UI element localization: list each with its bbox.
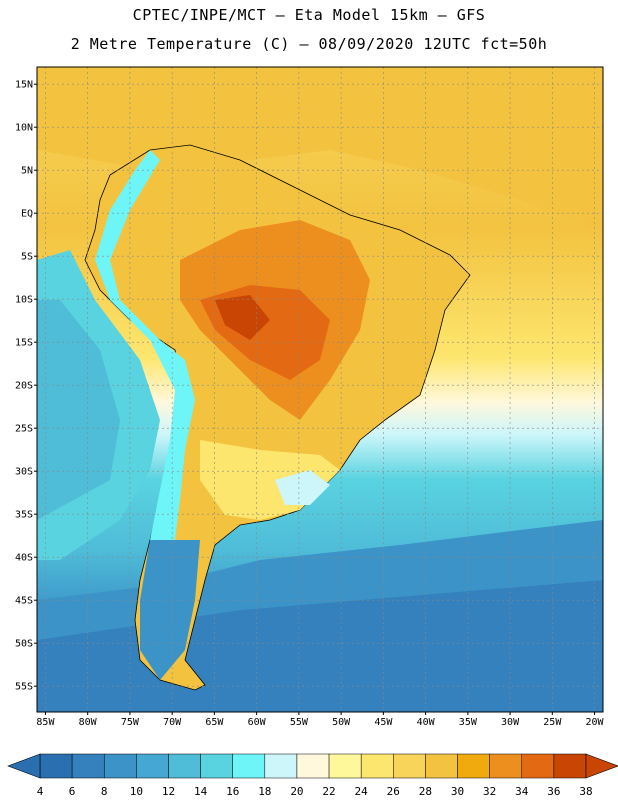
legend-label: 8: [101, 785, 108, 798]
legend-swatch: [39, 753, 73, 779]
legend-swatch: [296, 753, 330, 779]
longitude-label: 30W: [501, 717, 520, 728]
legend-swatch: [457, 753, 490, 779]
legend-swatch: [200, 753, 233, 779]
legend-label: 4: [37, 785, 44, 798]
legend-label: 22: [322, 785, 335, 798]
latitude-label: 5N: [21, 166, 33, 177]
longitude-label: 40W: [417, 717, 436, 728]
hottest-core-west: [215, 295, 270, 340]
uruguay-cool: [275, 470, 330, 505]
legend-swatch: [489, 753, 523, 779]
legend-swatch: [393, 753, 426, 779]
legend-label: 6: [69, 785, 76, 798]
latitude-label: 15N: [15, 80, 33, 91]
legend-label: 32: [483, 785, 496, 798]
legend-label: 28: [419, 785, 432, 798]
legend-label: 14: [194, 785, 208, 798]
latitude-label: 10N: [15, 123, 33, 134]
legend-swatch: [425, 753, 458, 779]
longitude-label: 50W: [332, 717, 351, 728]
longitude-label: 70W: [163, 717, 182, 728]
latitude-label: 55S: [15, 682, 33, 693]
longitude-label: 65W: [205, 717, 224, 728]
latitude-label: 15S: [15, 338, 33, 349]
color-legend: 4 6 8 10 12 14 16 18 20 22 24 26 28 30 32 34 36 38: [7, 753, 618, 798]
latitude-labels: 15N 10N 5N EQ 5S 10S 15S 20S 25S 30S 35S 40S 45S 50S 5…: [15, 80, 37, 693]
title-line-1: CPTEC/INPE/MCT – Eta Model 15km – GFS: [132, 6, 486, 24]
map-frame: [36, 66, 604, 713]
legend-label: 18: [258, 785, 271, 798]
latitude-label: 40S: [15, 553, 33, 564]
legend-swatch: [521, 753, 555, 779]
legend-label: 26: [387, 785, 400, 798]
pacific-cooler-band: [37, 300, 120, 520]
north-atlantic-warm: [37, 67, 603, 230]
legend-swatch: [553, 753, 587, 779]
latitude-label: 50S: [15, 639, 33, 650]
latitude-label: 35S: [15, 510, 33, 521]
legend-swatch: [103, 753, 137, 779]
longitude-label: 25W: [543, 717, 562, 728]
title-line-2: 2 Metre Temperature (C) – 08/09/2020 12U…: [70, 35, 548, 53]
legend-swatch: [328, 753, 362, 779]
longitude-label: 60W: [248, 717, 267, 728]
latitude-label: 5S: [21, 252, 33, 263]
longitude-label: 80W: [79, 717, 98, 728]
legend-low-arrow: [7, 753, 41, 779]
legend-swatch: [71, 753, 105, 779]
legend-label: 16: [226, 785, 239, 798]
legend-swatch: [136, 753, 169, 779]
temperature-map: 15N 10N 5N EQ 5S 10S 15S 20S 25S 30S 35S 40S 45S 50S 5…: [15, 66, 605, 728]
longitude-label: 55W: [290, 717, 309, 728]
legend-label: 20: [290, 785, 303, 798]
latitude-label: 10S: [15, 295, 33, 306]
legend-high-arrow: [585, 753, 618, 779]
latitude-label: 25S: [15, 424, 33, 435]
longitude-label: 35W: [459, 717, 478, 728]
legend-swatch: [168, 753, 201, 779]
legend-label: 12: [162, 785, 175, 798]
legend-swatch: [264, 753, 298, 779]
longitude-label: 85W: [36, 717, 55, 728]
legend-swatch: [232, 753, 266, 779]
legend-label: 24: [355, 785, 369, 798]
graticule: [37, 67, 603, 712]
legend-label: 38: [579, 785, 592, 798]
patagonia-cool: [140, 540, 200, 680]
latitude-label: 20S: [15, 381, 33, 392]
legend-swatch: [360, 753, 394, 779]
legend-label: 30: [451, 785, 464, 798]
latitude-label: EQ: [21, 209, 33, 220]
legend-label: 10: [130, 785, 143, 798]
longitude-labels: 85W 80W 75W 70W 65W 60W 55W 50W 45W 40W 35W 30W 25W 2…: [36, 712, 605, 728]
longitude-label: 45W: [374, 717, 393, 728]
legend-label: 36: [547, 785, 560, 798]
longitude-label: 20W: [586, 717, 605, 728]
andes-cold-strip: [95, 150, 195, 580]
legend-label: 34: [515, 785, 529, 798]
longitude-label: 75W: [121, 717, 140, 728]
latitude-label: 30S: [15, 467, 33, 478]
latitude-label: 45S: [15, 596, 33, 607]
